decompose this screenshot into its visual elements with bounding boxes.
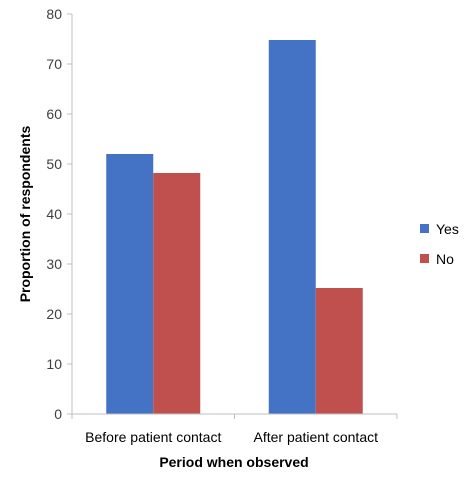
y-axis-ticks: 0 10 20 30 40 50 60 70 80	[46, 6, 72, 422]
y-tick-label: 50	[46, 156, 62, 172]
bars	[106, 40, 363, 414]
legend-swatch-yes	[420, 224, 429, 233]
y-tick-label: 70	[46, 56, 62, 72]
x-category-label: After patient contact	[253, 429, 378, 445]
legend-swatch-no	[420, 254, 429, 263]
y-axis-title: Proportion of respondents	[17, 126, 33, 303]
bar-no-1	[153, 173, 201, 414]
x-axis-title: Period when observed	[159, 454, 308, 470]
y-tick-label: 40	[46, 206, 62, 222]
bar-yes-2	[268, 40, 316, 414]
y-tick-label: 30	[46, 256, 62, 272]
y-tick-label: 80	[46, 6, 62, 22]
y-tick-label: 60	[46, 106, 62, 122]
y-tick-label: 0	[54, 406, 62, 422]
bar-yes-1	[106, 154, 154, 414]
y-tick-label: 20	[46, 306, 62, 322]
bar-no-2	[315, 288, 363, 414]
legend-label-yes: Yes	[436, 221, 459, 237]
x-axis-categories: Before patient contact After patient cont…	[71, 414, 398, 445]
legend: Yes No	[420, 221, 459, 267]
x-category-label: Before patient contact	[85, 429, 221, 445]
legend-label-no: No	[436, 251, 454, 267]
y-tick-label: 10	[46, 356, 62, 372]
